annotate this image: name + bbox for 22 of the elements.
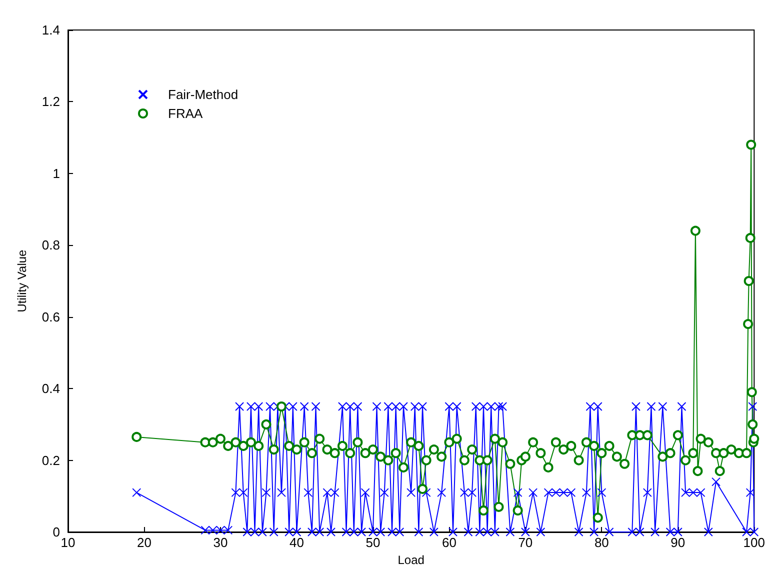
x-tick-label: 80 [594, 535, 609, 550]
x-tick-label: 10 [60, 535, 76, 550]
y-tick-label: 1.2 [42, 94, 60, 110]
x-tick-label: 90 [670, 535, 686, 550]
y-tick-label: 0.6 [42, 309, 60, 324]
y-tick-label: 0.8 [42, 238, 60, 253]
x-tick-label: 100 [743, 535, 766, 550]
x-tick-label: 20 [137, 535, 152, 550]
y-tick-label: 0.2 [42, 452, 60, 468]
y-tick-label: 1.4 [42, 22, 60, 38]
y-tick-label: 0.4 [42, 381, 60, 396]
x-tick-label: 30 [213, 535, 228, 550]
y-tick-label: 1 [52, 166, 60, 181]
y-tick-label: 0 [52, 524, 60, 540]
x-tick-label: 50 [366, 535, 380, 550]
x-tick-label: 40 [289, 535, 304, 550]
y-axis-title: Utility Value [15, 249, 29, 312]
legend-label: Fair-Method [168, 87, 238, 102]
legend-label: FRAA [168, 106, 203, 121]
x-tick-label: 70 [518, 535, 533, 550]
x-tick-label: 60 [442, 535, 456, 550]
x-axis-title: Load [398, 552, 424, 567]
